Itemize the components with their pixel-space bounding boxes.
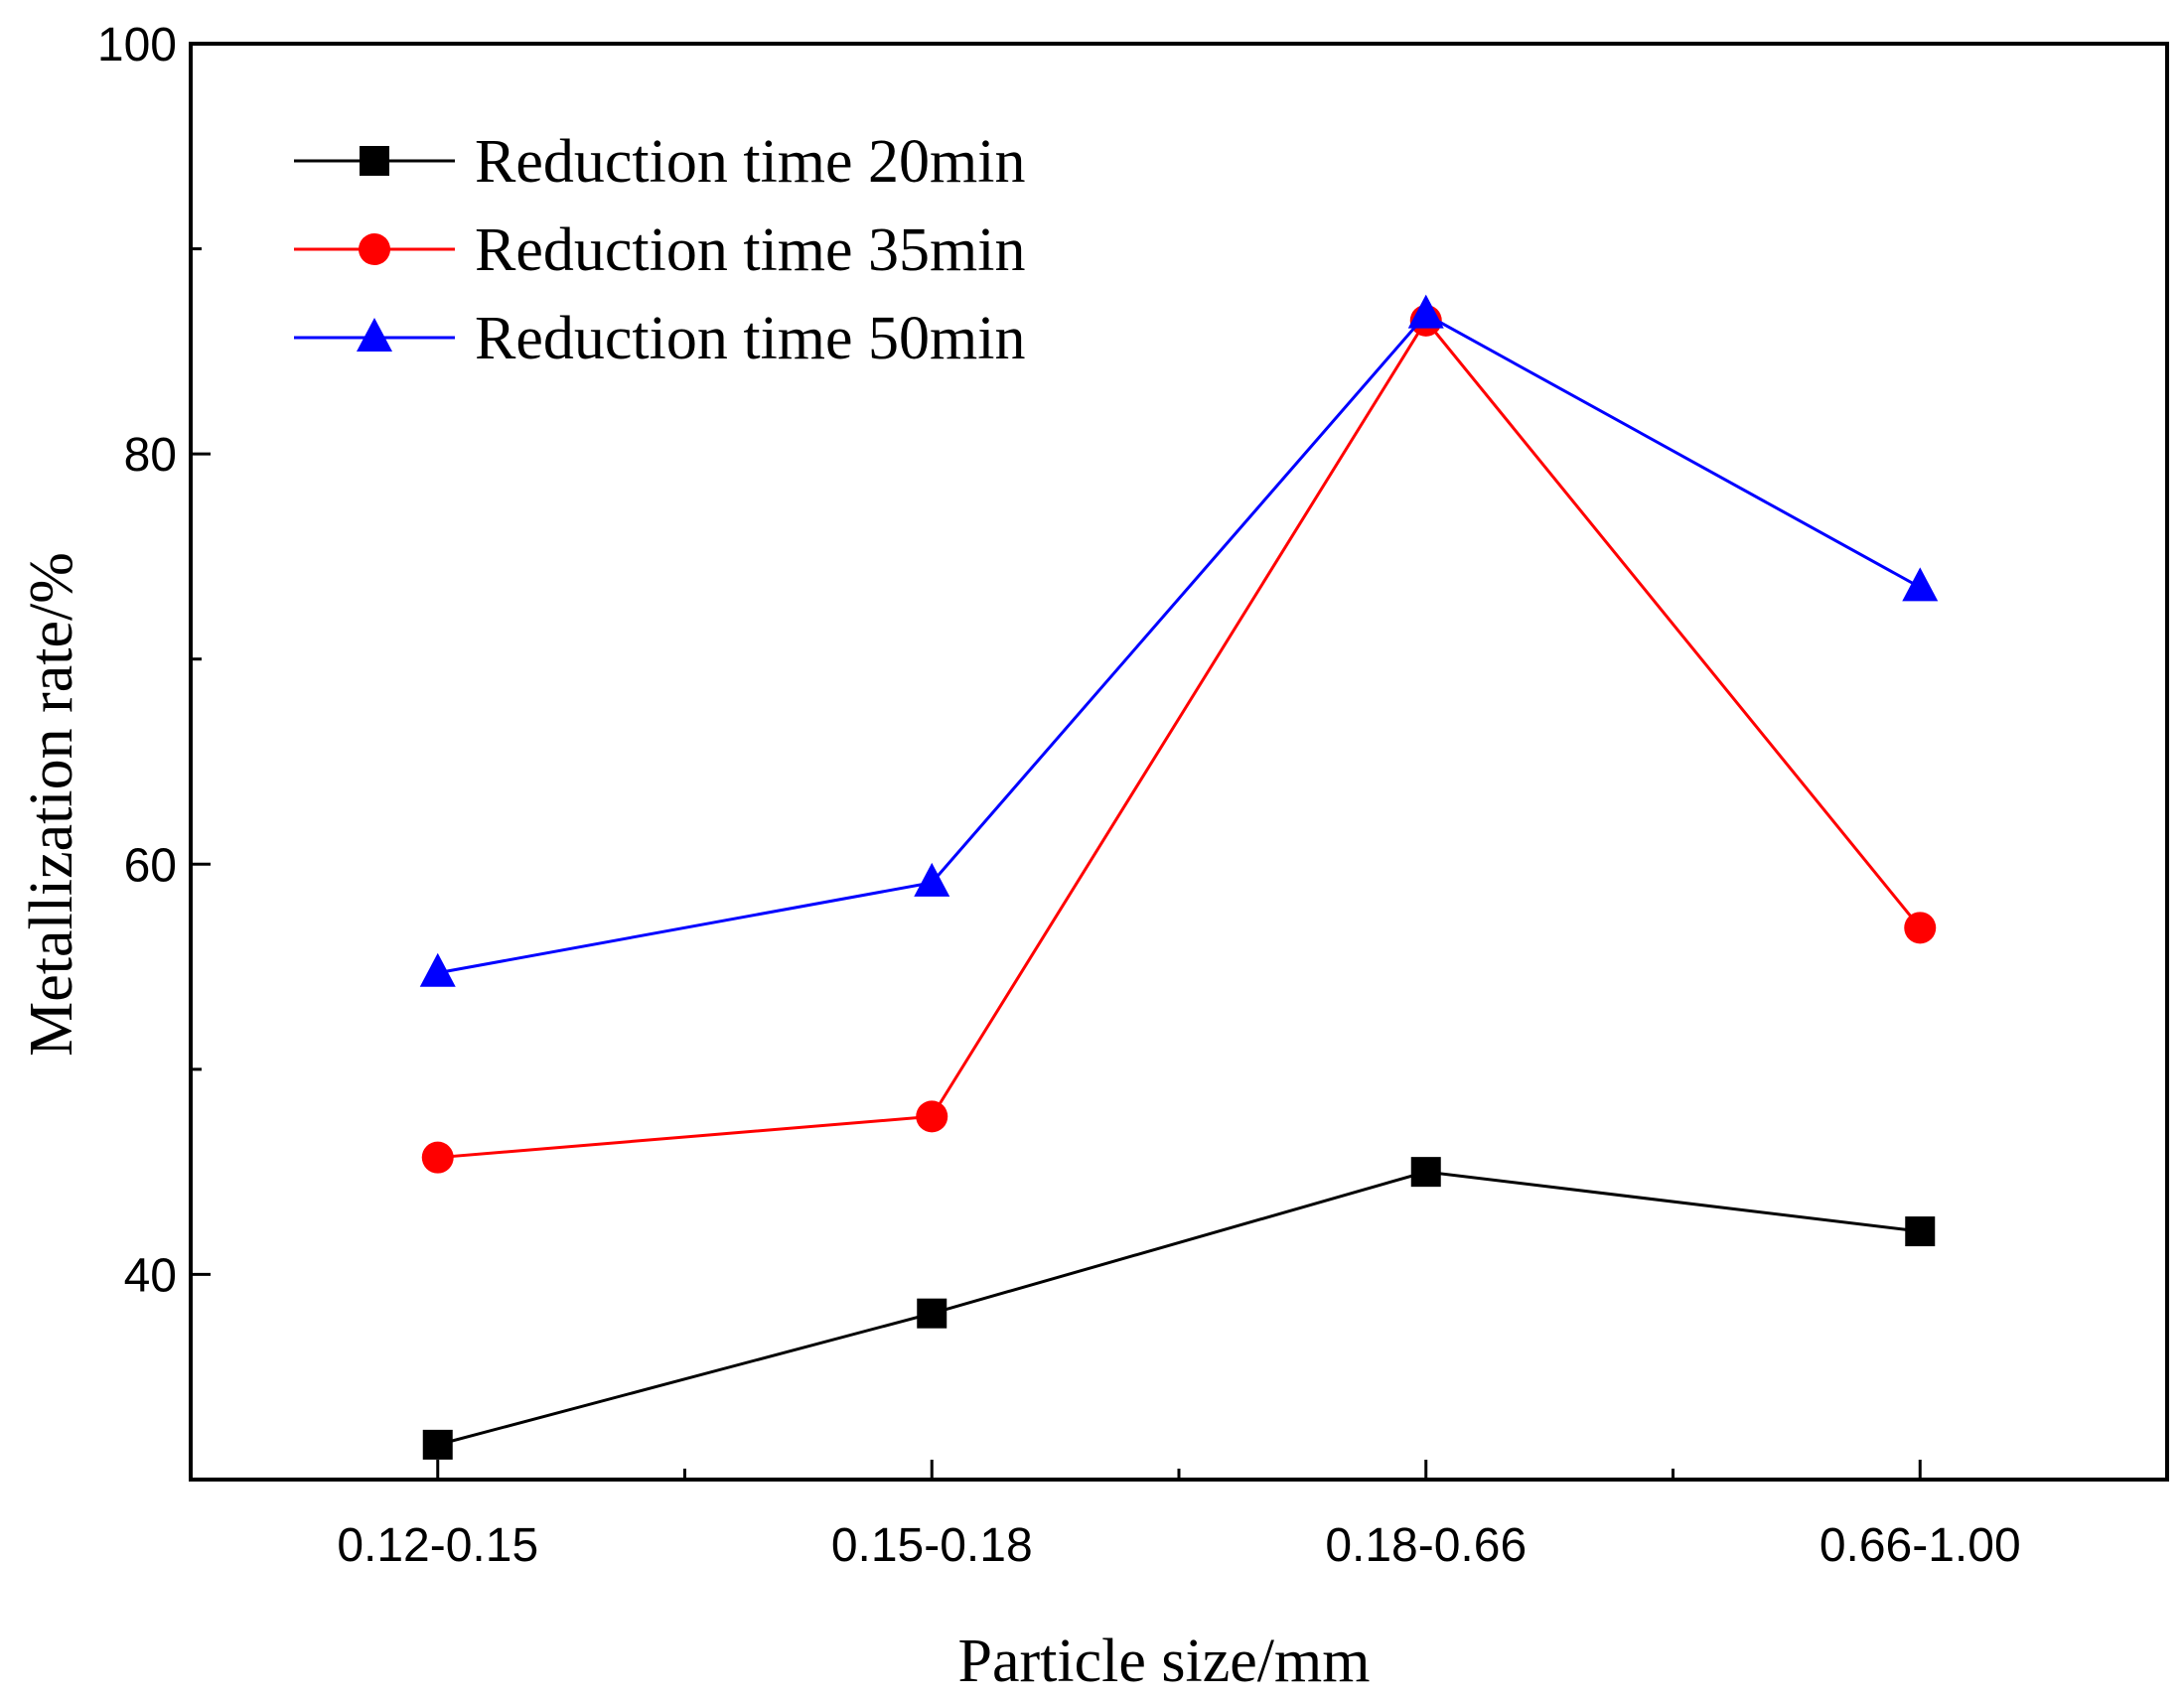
x-tick-label: 0.66-1.00 xyxy=(1820,1519,2021,1572)
legend: Reduction time 20min Reduction time 35min… xyxy=(294,128,1026,372)
legend-label: Reduction time 20min xyxy=(475,128,1026,196)
series-layer xyxy=(419,294,1939,1460)
x-tick-label: 0.12-0.15 xyxy=(337,1519,538,1572)
y-tick-label: 80 xyxy=(124,429,177,482)
data-point xyxy=(1902,567,1939,602)
series-line xyxy=(437,312,1921,975)
y-tick-label: 40 xyxy=(124,1249,177,1302)
legend-entry: Reduction time 20min xyxy=(294,128,1026,196)
x-axis-title: Particle size/mm xyxy=(958,1628,1371,1695)
x-tick-label: 0.18-0.66 xyxy=(1325,1519,1527,1572)
data-point xyxy=(419,952,456,987)
data-point xyxy=(1410,1157,1441,1188)
data-point xyxy=(1407,294,1444,329)
legend-label: Reduction time 35min xyxy=(475,216,1026,284)
series-1 xyxy=(422,1157,1936,1460)
x-tick-label: 0.15-0.18 xyxy=(831,1519,1033,1572)
y-axis-title: Metallization rate/% xyxy=(18,552,85,1057)
axis-ticks: 40 60 80 100 0.12-0.15 0.15-0.18 0.18-0.66 0.66… xyxy=(97,19,2021,1572)
series-3 xyxy=(419,294,1939,987)
series-line xyxy=(437,318,1922,1160)
y-tick-label: 60 xyxy=(124,839,177,892)
data-point xyxy=(916,1100,948,1133)
legend-entry: Reduction time 35min xyxy=(294,216,1026,284)
data-point xyxy=(421,1141,454,1174)
data-point xyxy=(1905,1216,1936,1247)
data-point xyxy=(917,1298,947,1329)
legend-marker xyxy=(359,233,390,265)
legend-label: Reduction time 50min xyxy=(475,305,1026,372)
legend-marker xyxy=(360,146,389,176)
legend-marker xyxy=(357,318,392,352)
series-line xyxy=(437,1170,1921,1447)
data-point xyxy=(422,1429,453,1460)
data-point xyxy=(1904,912,1937,944)
series-2 xyxy=(421,304,1937,1174)
legend-entry: Reduction time 50min xyxy=(294,305,1026,372)
y-tick-label: 100 xyxy=(97,19,177,71)
data-point xyxy=(914,862,950,897)
